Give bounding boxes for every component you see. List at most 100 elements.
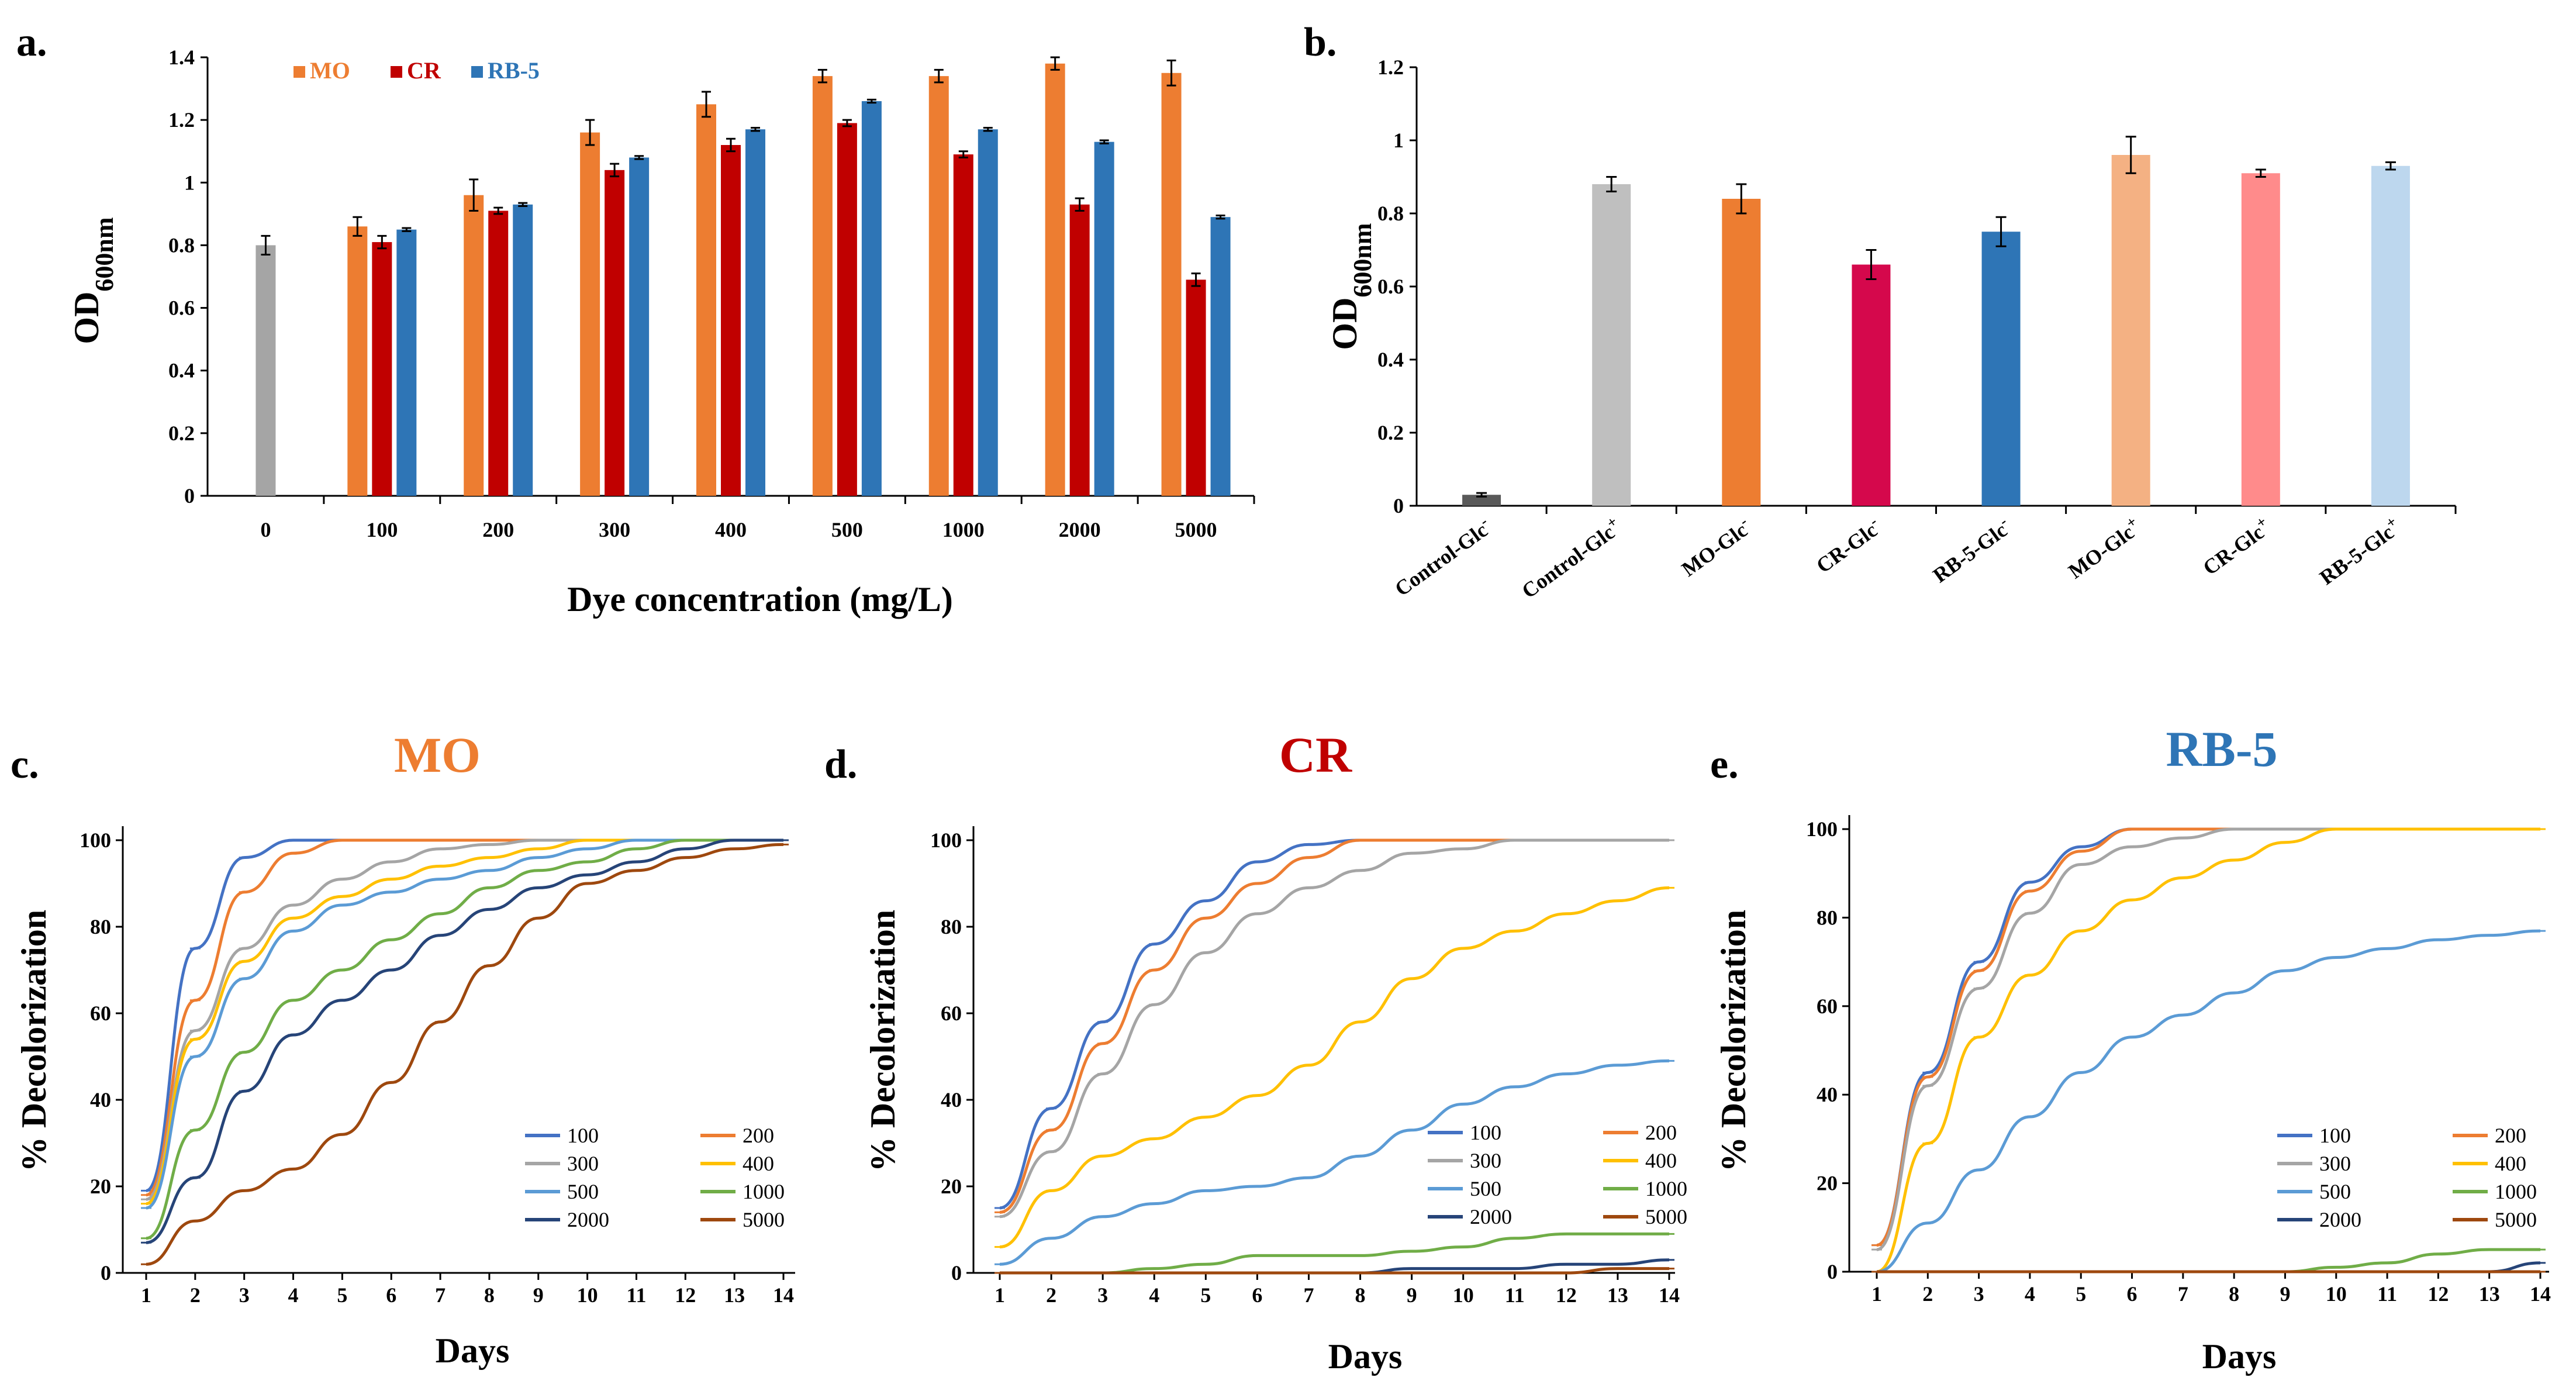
panel-a-bar-cr (488, 210, 509, 496)
panel-e-legend-label: 300 (2319, 1152, 2351, 1175)
panel-e-ytick-label: 0 (1827, 1260, 1838, 1283)
panel-a-bar-rb-5 (629, 157, 650, 496)
panel-e-xtick-label: 8 (2229, 1282, 2239, 1306)
panel-e-xtick-label: 4 (2025, 1282, 2035, 1306)
panel-b-ylabel: OD600nm (1325, 223, 1377, 350)
panel-b-ytick-label: 1 (1393, 129, 1404, 152)
panel-e-xtick-label: 10 (2326, 1282, 2347, 1306)
panel-a-bar-mo (696, 104, 716, 496)
panel-e-ytick-label: 80 (1817, 906, 1838, 929)
panel-e-xtick-label: 5 (2076, 1282, 2086, 1306)
panel-a-ytick-label: 0 (184, 484, 195, 508)
panel-c-xlabel: Days (436, 1331, 510, 1370)
panel-e-legend-label: 5000 (2495, 1208, 2537, 1231)
panel-c-legend-label: 300 (567, 1152, 599, 1175)
panel-c-ytick-label: 20 (90, 1175, 111, 1198)
panel-c-ylabel: % Decolorization (15, 910, 53, 1172)
panel-c-xtick-label: 10 (577, 1283, 598, 1307)
panel-b-bar (2111, 155, 2150, 506)
panel-a-bar-rb-5 (513, 204, 533, 496)
panel-d-legend-label: 300 (1470, 1149, 1501, 1172)
panel-a-xtick-label: 1000 (942, 518, 985, 541)
panel-e-series-300 (1876, 827, 2540, 1251)
panel-a-xtick-label: 0 (260, 518, 271, 541)
panel-c-xtick-label: 12 (675, 1283, 696, 1307)
panel-a-ytick-label: 1 (184, 171, 195, 194)
panel-a-ytick-label: 0.2 (168, 422, 195, 445)
panel-e-series-400 (1876, 827, 2540, 1273)
panel-a-bar-cr (372, 242, 392, 496)
panel-b-xtick-label: RB-5-Glc- (1926, 513, 2015, 588)
panel-a-xtick-label: 5000 (1175, 518, 1217, 541)
panel-a-xtick-label: 100 (366, 518, 398, 541)
panel-d-xtick-label: 5 (1200, 1283, 1211, 1307)
panel-b-label: b. (1304, 20, 1337, 65)
panel-a-legend-swatch (293, 66, 305, 78)
panel-c-xtick-label: 8 (484, 1283, 495, 1307)
panel-e-xtick-label: 1 (1871, 1282, 1882, 1306)
panel-c-legend-label: 5000 (743, 1208, 785, 1231)
panel-c-legend-label: 100 (567, 1124, 599, 1147)
panel-d-xtick-label: 4 (1149, 1283, 1159, 1307)
panel-d-xtick-label: 1 (995, 1283, 1005, 1307)
panel-c-xtick-label: 2 (190, 1283, 201, 1307)
panel-a-bar-rb-5 (978, 129, 998, 496)
panel-e-xtick-label: 9 (2280, 1282, 2290, 1306)
panel-a-ytick-label: 1.2 (168, 108, 195, 132)
panel-c-series-200 (146, 838, 783, 1197)
panel-c-xtick-label: 1 (141, 1283, 151, 1307)
panel-c-legend-label: 2000 (567, 1208, 609, 1231)
panel-c-xtick-label: 13 (724, 1283, 745, 1307)
panel-c-legend-label: 500 (567, 1180, 599, 1203)
panel-e-legend-label: 400 (2495, 1152, 2526, 1175)
panel-c-xtick-label: 7 (435, 1283, 446, 1307)
panel-b-bar (2241, 173, 2280, 506)
panel-c-legend-label: 400 (743, 1152, 774, 1175)
panel-d-series-100 (999, 838, 1669, 1210)
panel-a-bar-rb-5 (1210, 217, 1231, 496)
panel-a-bar-cr (605, 170, 625, 496)
panel-c-xtick-label: 11 (626, 1283, 646, 1307)
panel-a-xtick-label: 400 (715, 518, 747, 541)
panel-e-xtick-label: 11 (2377, 1282, 2397, 1306)
panel-d-xtick-label: 12 (1556, 1283, 1577, 1307)
panel-e-xtick-label: 7 (2178, 1282, 2188, 1306)
panel-d-ytick-label: 40 (941, 1088, 962, 1112)
panel-d-legend-label: 400 (1645, 1149, 1677, 1172)
panel-a-ytick-label: 0.4 (168, 359, 195, 382)
panel-e-ytick-label: 100 (1806, 817, 1838, 841)
panel-e-series-500 (1876, 929, 2541, 1273)
panel-c-legend: 100 200 300 400 500 1000 2000 5000 (525, 1124, 785, 1231)
panel-e-ytick-label: 20 (1817, 1172, 1838, 1195)
panel-d-label: d. (824, 742, 857, 787)
panel-e-xlabel: Days (2202, 1337, 2277, 1376)
panel-c-title: MO (394, 727, 481, 783)
panel-b-xtick-label: CR-Glc- (1810, 513, 1886, 578)
panel-a-xtick-label: 200 (482, 518, 514, 541)
panel-b-ytick-label: 0.4 (1377, 348, 1404, 371)
panel-d-legend-label: 500 (1470, 1177, 1501, 1200)
panel-b-bar (1462, 495, 1501, 506)
panel-d-xtick-label: 13 (1607, 1283, 1628, 1307)
panel-b-bar (1852, 264, 1891, 506)
panel-b-ytick-label: 0.2 (1377, 421, 1404, 444)
panel-b-xtick-label: Control-Glc- (1389, 513, 1496, 601)
panel-d-ytick-label: 0 (951, 1261, 962, 1285)
panel-d-series-5000 (1000, 1267, 1669, 1275)
panel-a-ytick-label: 1.4 (168, 46, 195, 69)
panel-a-xlabel: Dye concentration (mg/L) (567, 580, 953, 619)
panel-e-xtick-label: 3 (1974, 1282, 1984, 1306)
panel-a-bar-mo (1045, 63, 1065, 496)
panel-c-ytick-label: 0 (101, 1261, 111, 1285)
panel-a-ytick-label: 0.6 (168, 296, 195, 320)
panel-d-legend-label: 5000 (1645, 1205, 1687, 1228)
panel-b-xtick-label: RB-5-Glc+ (2313, 513, 2405, 589)
panel-a-legend: MO CR RB-5 (293, 57, 540, 84)
panel-c-xtick-label: 9 (533, 1283, 544, 1307)
panel-c-series-5000 (146, 843, 784, 1266)
panel-b-bar (1722, 199, 1761, 506)
panel-e-ylabel: % Decolorization (1714, 910, 1753, 1172)
panel-a-bar-control (255, 245, 276, 496)
